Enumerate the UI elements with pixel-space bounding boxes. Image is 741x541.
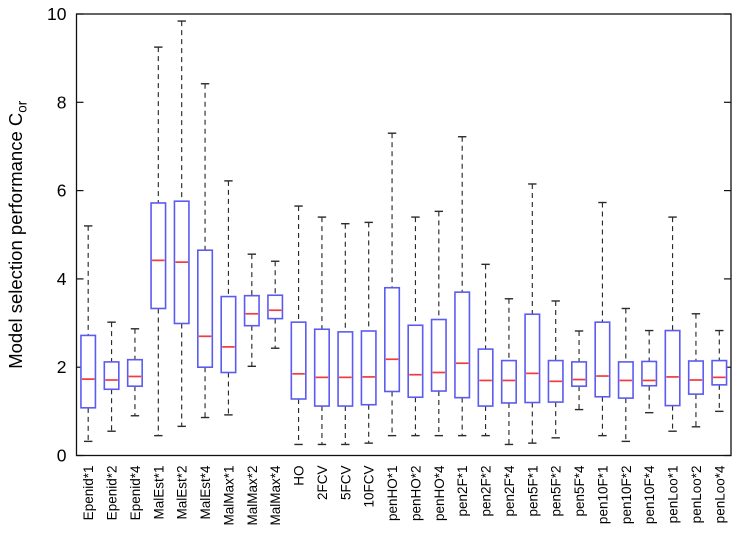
x-category-label: pen5F*2 (549, 466, 564, 517)
x-category-label: MalEst*4 (198, 465, 213, 520)
box-rect (360, 330, 377, 406)
x-category-label: 2FCV (315, 466, 330, 501)
x-category-label: pen10F*2 (619, 466, 634, 525)
y-tick-label: 4 (57, 269, 67, 289)
box-rect (384, 286, 401, 393)
box-rect (641, 360, 658, 387)
x-category-label: pen2F*4 (502, 465, 517, 517)
x-category-label: MalMax*4 (268, 465, 283, 526)
box-rect (126, 358, 143, 387)
y-axis-label: Model selection performance Cor (5, 100, 30, 369)
box-rect (571, 361, 588, 387)
x-category-label: penHO*4 (432, 465, 447, 521)
x-category-label: MalMax*2 (245, 466, 260, 526)
box-rect (477, 348, 494, 407)
x-category-label: 5FCV (338, 466, 353, 501)
box-rect (220, 295, 237, 374)
x-category-label: pen5F*1 (525, 466, 540, 517)
y-tick-label: 0 (57, 446, 67, 466)
y-tick-label: 6 (57, 181, 67, 201)
box-rect (664, 329, 681, 407)
x-category-label: Epenid*1 (81, 466, 96, 521)
box-rect (197, 249, 214, 368)
box-rect (290, 321, 307, 400)
box-rect (80, 334, 97, 409)
plot-frame (75, 13, 732, 457)
x-category-label: penHO*2 (408, 466, 423, 522)
box-rect (267, 294, 284, 320)
box-rect (687, 360, 704, 395)
box-rect (524, 313, 541, 404)
box-rect (313, 328, 330, 407)
x-category-label: MalMax*1 (221, 466, 236, 526)
x-category-label: pen5F*4 (572, 465, 587, 517)
x-category-label: Epenid*2 (105, 466, 120, 521)
x-category-label: HO (292, 466, 307, 486)
x-category-label: penLoo*2 (689, 466, 704, 524)
box-rect (337, 331, 354, 407)
x-category-label: penLoo*1 (666, 466, 681, 524)
x-category-label: MalEst*1 (151, 466, 166, 520)
x-category-label: 10FCV (362, 466, 377, 508)
box-rect (500, 359, 517, 404)
box-rect (594, 321, 611, 398)
box-rect (150, 202, 167, 310)
box-rect (243, 294, 260, 327)
x-category-label: MalEst*2 (175, 466, 190, 520)
x-category-label: Epenid*4 (128, 465, 143, 520)
y-tick-label: 10 (47, 4, 67, 24)
box-rect (407, 324, 424, 399)
x-category-label: pen2F*2 (479, 466, 494, 517)
x-category-label: pen2F*1 (455, 466, 470, 517)
x-category-label: pen10F*4 (642, 465, 657, 524)
box-rect (430, 318, 447, 392)
x-category-label: pen10F*1 (595, 466, 610, 525)
box-rect (454, 291, 471, 399)
y-tick-label: 8 (57, 92, 67, 112)
box-rect (711, 359, 728, 386)
box-rect (103, 361, 120, 391)
x-category-label: penHO*1 (385, 466, 400, 522)
x-category-label: penLoo*4 (712, 465, 727, 523)
y-tick-label: 2 (57, 357, 67, 377)
